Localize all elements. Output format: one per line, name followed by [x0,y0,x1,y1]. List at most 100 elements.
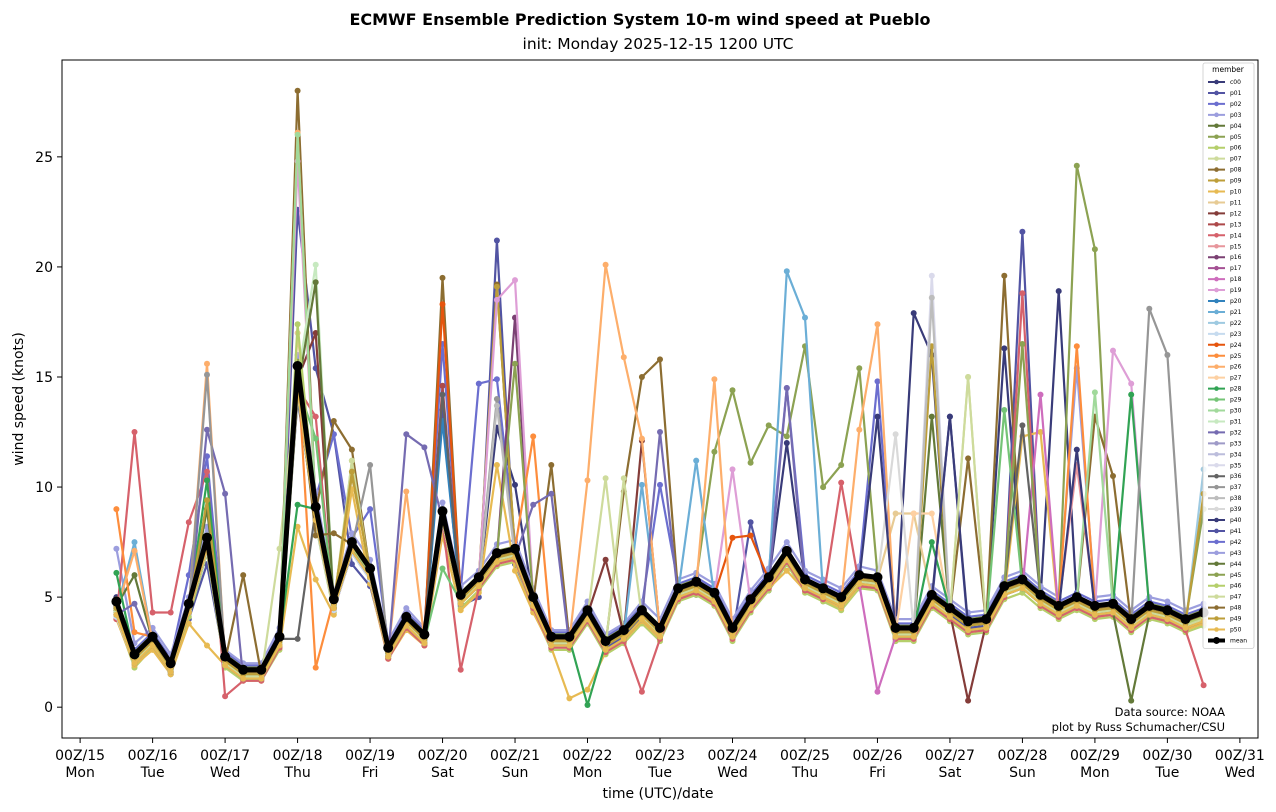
data-point [294,87,301,94]
legend-entry: p40 [1208,517,1242,524]
data-point [1162,605,1173,616]
series-layer [113,87,1207,708]
data-point [204,497,210,504]
x-tick-day-label: Wed [210,765,241,781]
x-tick-label: 00Z/18 [273,748,323,764]
data-point [348,446,355,453]
y-axis: 0 5 10 15 20 25 [35,150,62,716]
data-point [475,583,482,590]
data-point [709,587,720,598]
data-point [600,636,611,647]
legend-label: p46 [1230,583,1242,590]
legend-marker [1214,539,1219,545]
legend-label: p02 [1230,101,1242,108]
data-point [657,429,663,435]
data-point [963,616,974,627]
data-point [385,653,392,660]
data-point [493,558,500,565]
data-point [783,385,790,391]
data-point [167,669,174,675]
legend-label: mean [1230,637,1247,644]
data-point [944,603,955,614]
legend-entry: p01 [1208,90,1242,97]
data-point [928,272,935,279]
mean-layer [111,361,1209,675]
data-point [910,510,917,517]
data-point [439,382,446,389]
legend-label: p10 [1230,189,1242,196]
legend-marker [1214,386,1219,391]
data-point [294,131,301,138]
legend-marker [1214,473,1219,479]
data-point [584,686,591,693]
legend-marker [1214,528,1219,534]
legend-marker [1214,123,1219,129]
legend-entry: p44 [1208,561,1242,568]
data-point [874,321,881,328]
data-point [602,646,609,653]
data-point [1055,288,1062,295]
legend-entry: p14 [1208,232,1242,239]
legend-label: p32 [1230,429,1242,436]
legend-marker [1214,616,1219,621]
legend-entry: p13 [1208,221,1242,228]
data-point [928,510,935,517]
legend-label: p22 [1230,320,1242,327]
data-point [856,426,863,433]
legend-label: p38 [1230,495,1242,502]
data-point [636,605,647,616]
data-point [1073,602,1080,609]
legend-entry: p22 [1208,320,1242,327]
legend-marker [1214,167,1219,172]
data-point [149,609,156,616]
data-point [113,569,120,576]
data-point [348,468,355,475]
legend-entry: p04 [1208,123,1242,130]
x-tick-day-label: Sat [938,765,961,781]
legend-label: p05 [1230,134,1242,141]
data-point [419,629,430,640]
legend-label: p45 [1230,572,1242,579]
legend-entry: p30 [1208,408,1242,415]
legend-label: p44 [1230,561,1242,568]
data-point [711,448,718,455]
legend-label: p34 [1230,451,1242,458]
legend-marker [1214,462,1219,468]
data-point [473,572,484,583]
x-tick-label: 00Z/15 [55,748,105,764]
data-point [256,664,267,675]
data-point [838,479,845,486]
legend-label: p39 [1230,506,1242,513]
legend-box [1202,62,1255,649]
legend-label: p28 [1230,386,1242,393]
legend-label: p47 [1230,594,1242,601]
data-point [983,624,990,631]
data-point [131,539,138,546]
data-point [530,433,537,440]
data-point [1110,609,1116,616]
data-point [240,572,247,579]
legend-marker [1214,484,1219,490]
data-point [1019,585,1026,592]
data-point [890,622,901,633]
data-point [294,321,301,328]
series-mean [111,361,1209,675]
legend-label: p41 [1230,528,1242,535]
data-point [620,354,627,361]
data-point [910,310,917,317]
data-point [928,413,935,420]
legend-marker [1214,200,1219,205]
legend-marker [1214,353,1219,359]
legend-label: p04 [1230,123,1242,130]
data-point [475,380,482,387]
credit-note: plot by Russ Schumacher/CSU [1052,720,1225,734]
data-point [1019,589,1026,596]
legend-marker [1214,364,1219,370]
data-point [1180,614,1191,625]
data-point [258,675,265,682]
series-p31 [113,261,1207,678]
legend-entry: p50 [1208,627,1242,634]
x-tick-day-label: Tue [647,765,672,781]
data-point [204,426,210,433]
